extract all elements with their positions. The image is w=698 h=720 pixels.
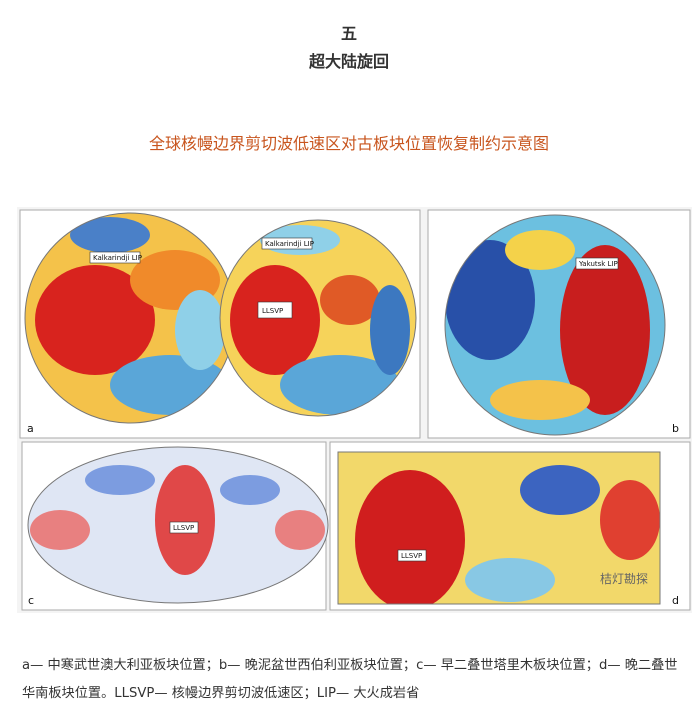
panel-letter: c (28, 594, 34, 607)
map-label: Kalkarindji LIP (93, 254, 142, 262)
figure-caption: a— 中寒武世澳大利亚板块位置；b— 晚泥盆世西伯利亚板块位置；c— 早二叠世塔… (22, 658, 678, 701)
map-label: LLSVP (401, 552, 422, 560)
section-number: 五 (340, 24, 357, 43)
map-label: Kalkarindji LIP (265, 240, 314, 248)
panel-letter: d (672, 594, 679, 607)
map-label: LLSVP (173, 524, 194, 532)
figure-title: 全球核幔边界剪切波低速区对古板块位置恢复制约示意图 (148, 134, 549, 153)
map-label: Yakutsk LIP (578, 260, 618, 268)
watermark: 桔灯勘探 (600, 572, 648, 586)
section-title: 超大陆旋回 (308, 52, 389, 71)
panel-letter: a (27, 422, 34, 435)
map-label: LLSVP (262, 307, 283, 315)
panel-letter: b (672, 422, 679, 435)
